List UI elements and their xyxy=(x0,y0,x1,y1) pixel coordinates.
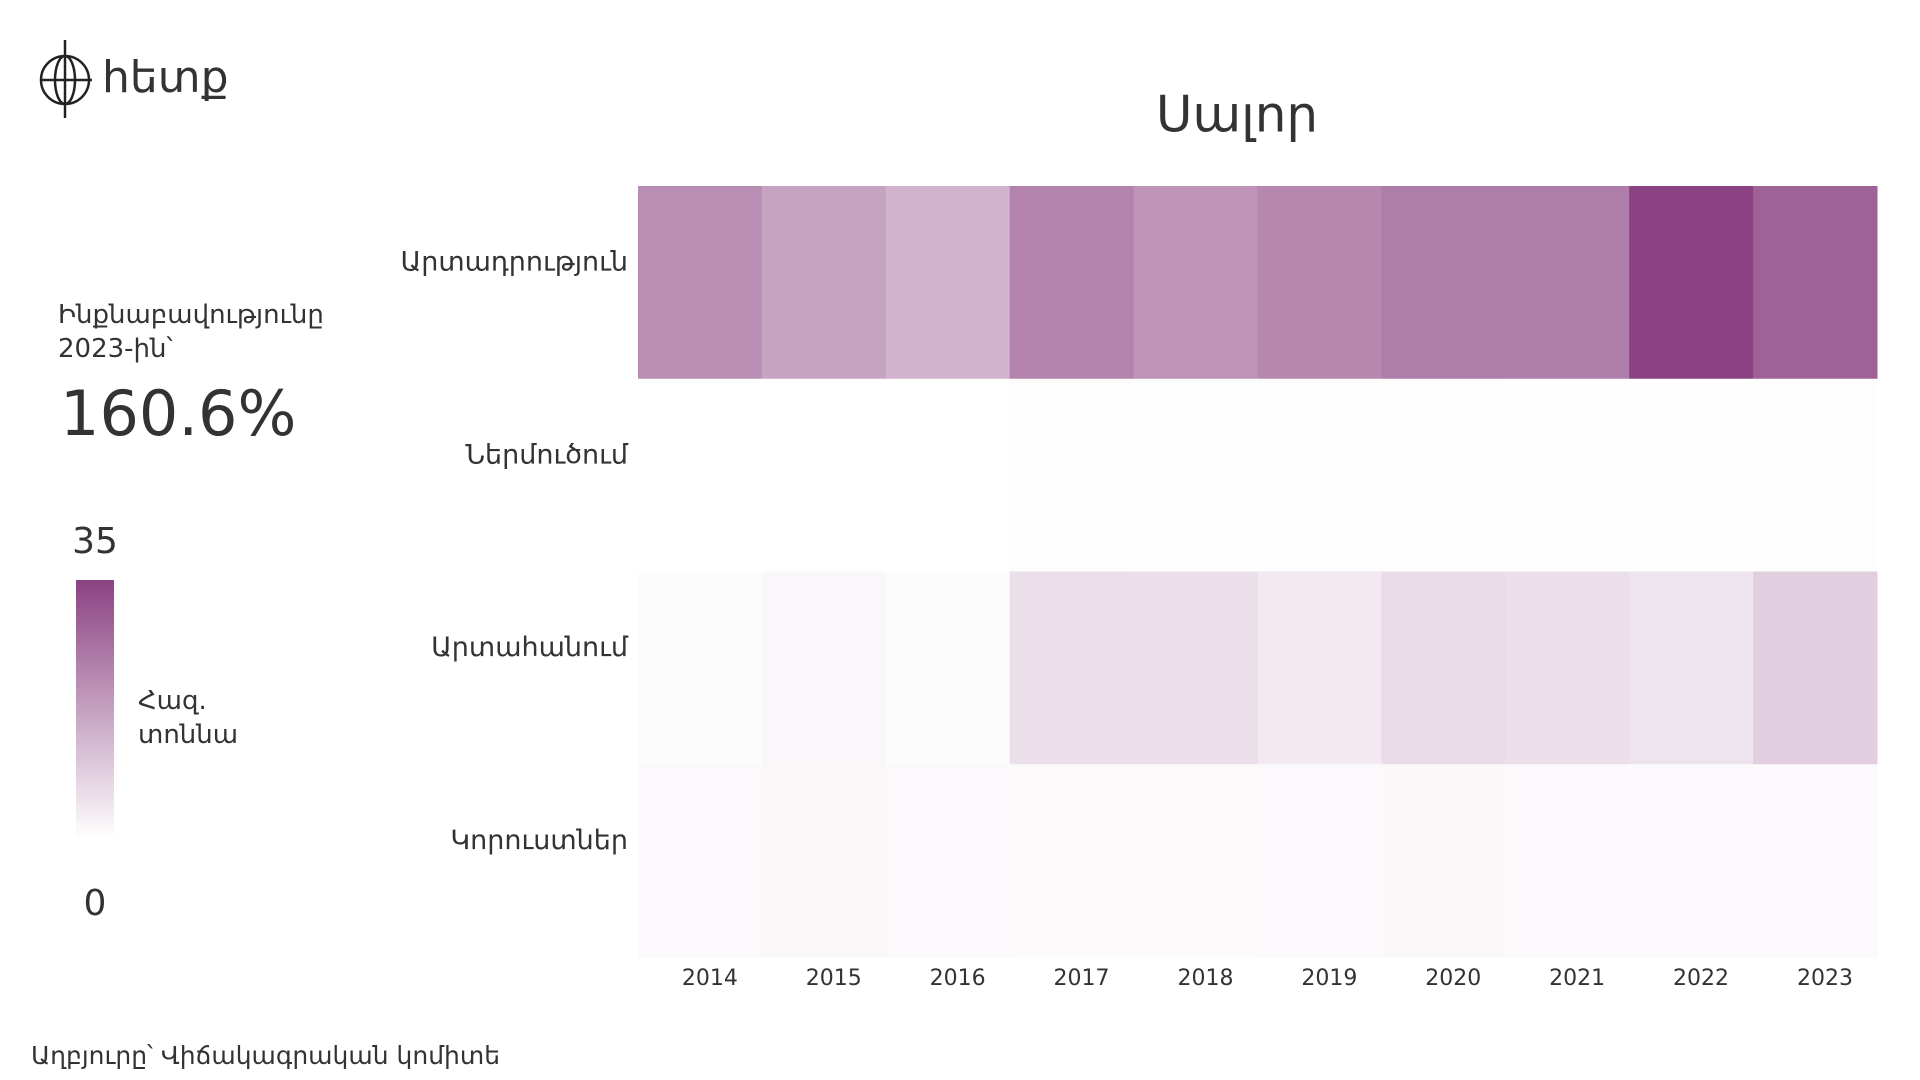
x-tick-label: 2017 xyxy=(1054,966,1110,991)
heat-cell xyxy=(885,186,1011,380)
heat-cell xyxy=(1009,378,1135,572)
x-tick-label: 2022 xyxy=(1673,966,1729,991)
x-tick-label: 2014 xyxy=(682,966,738,991)
heat-cell xyxy=(1381,571,1506,765)
heat-cell xyxy=(1009,186,1135,380)
heat-cell xyxy=(1009,764,1135,958)
row-label: Ներմուծում xyxy=(465,439,629,470)
heat-cell xyxy=(761,186,887,380)
heat-cell xyxy=(1133,186,1258,380)
chart-title: Սալոր xyxy=(1156,86,1318,144)
x-tick-label: 2016 xyxy=(930,966,986,991)
heat-cell xyxy=(1009,571,1135,765)
heat-cell xyxy=(761,571,887,765)
kpi-label-box: Ինքնաբավությունը 2023-ին՝ xyxy=(58,300,324,364)
heat-cell xyxy=(1753,186,1878,380)
heat-cell xyxy=(638,186,763,380)
heat-cell xyxy=(1381,378,1506,572)
x-tick-label: 2015 xyxy=(806,966,862,991)
heat-cell xyxy=(1133,378,1258,572)
heat-cell xyxy=(761,764,887,958)
row-label: Կորուստներ xyxy=(450,825,628,856)
heat-cell xyxy=(638,378,763,572)
heat-cell xyxy=(1133,571,1258,765)
logo-icon xyxy=(39,40,92,118)
heat-cell xyxy=(1629,186,1754,380)
row-label: Արտադրություն xyxy=(401,247,628,278)
row-label: Արտահանում xyxy=(431,632,629,663)
heat-cell xyxy=(885,571,1011,765)
heat-cell xyxy=(1505,571,1630,765)
heat-cell xyxy=(1257,764,1382,958)
colorbar-label-box: Հազ. տոննա xyxy=(138,686,239,750)
heat-cell xyxy=(1753,378,1878,572)
heat-cell xyxy=(885,764,1011,958)
heat-cell xyxy=(1753,764,1878,958)
colorbar-tick-label: 0 xyxy=(84,883,107,924)
logo-text: հետք xyxy=(102,52,229,103)
heat-cell xyxy=(1257,378,1382,572)
heat-cell xyxy=(1381,764,1506,958)
x-tick-label: 2023 xyxy=(1797,966,1853,991)
kpi-value: 160.6% xyxy=(60,377,296,450)
colorbar-label: Հազ. տոննա xyxy=(138,686,239,750)
heat-cell xyxy=(1629,764,1754,958)
heat-cell xyxy=(885,378,1011,572)
source: Աղբյուրը՝ Վիճակագրական կոմիտե xyxy=(31,1041,500,1070)
heat-cell xyxy=(1505,186,1630,380)
heat-cell xyxy=(1505,764,1630,958)
heat-cell xyxy=(1753,571,1878,765)
heat-cell xyxy=(1257,571,1382,765)
heat-cell xyxy=(1257,186,1382,380)
heat-cell xyxy=(1381,186,1506,380)
heat-cell xyxy=(638,571,763,765)
heat-cell xyxy=(1505,378,1630,572)
heat-cell xyxy=(1629,378,1754,572)
kpi-label: Ինքնաբավությունը 2023-ին՝ xyxy=(58,300,324,364)
heat-cell xyxy=(1133,764,1258,958)
x-tick-label: 2021 xyxy=(1549,966,1605,991)
heat-cell xyxy=(1629,571,1754,765)
colorbar-tick-label: 35 xyxy=(72,521,118,562)
x-tick-label: 2020 xyxy=(1425,966,1481,991)
heat-cell xyxy=(761,378,887,572)
x-tick-label: 2019 xyxy=(1301,966,1357,991)
x-tick-label: 2018 xyxy=(1177,966,1233,991)
colorbar xyxy=(76,580,114,839)
heat-cell xyxy=(638,764,763,958)
